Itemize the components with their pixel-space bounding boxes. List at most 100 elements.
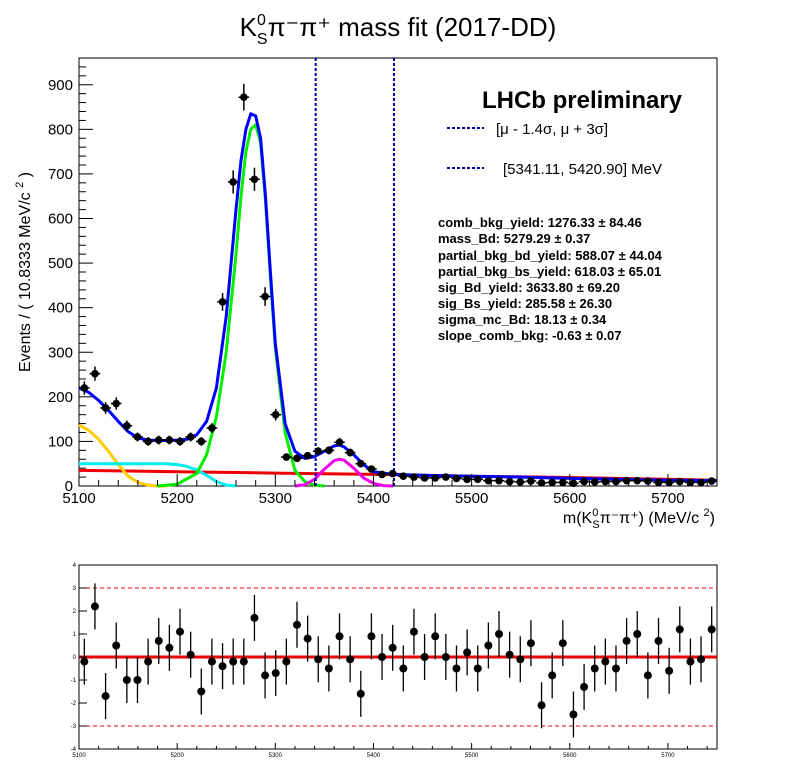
title-k: K (240, 12, 258, 42)
param-comb-bkg-yield: comb_bkg_yield: 1276.33 ± 84.46 (438, 215, 642, 230)
param-partial-bkg-bs-yield: partial_bkg_bs_yield: 618.03 ± 65.01 (438, 264, 661, 279)
data-point (674, 477, 686, 486)
pull-point (378, 634, 387, 680)
pull-point (473, 645, 482, 692)
fit-y-tick-label: 300 (48, 344, 73, 361)
fit-x-axis-label: m(K0 Sπ⁻π⁺) (MeV/c 2) (563, 507, 715, 531)
pull-point (144, 638, 153, 685)
data-point (685, 478, 696, 487)
fit-x-axis-label-sub: S (592, 519, 599, 531)
title-rest: π⁻π⁺ mass fit (2017-DD) (268, 12, 557, 42)
data-point (706, 477, 717, 485)
pull-point (675, 606, 684, 653)
data-point (408, 473, 420, 481)
pull-point (643, 652, 652, 699)
fit-y-axis-label: Events / ( 10.8333 MeV/c 2 ) (14, 172, 34, 372)
fit-y-tick-label: 400 (48, 300, 73, 317)
param-slope-comb-bkg: slope_comb_bkg: -0.63 ± 0.07 (438, 328, 621, 343)
data-point (514, 478, 526, 486)
data-point (695, 478, 707, 487)
fit-x-tick-label: 5300 (259, 490, 292, 507)
pull-point (686, 638, 695, 685)
data-point (355, 459, 367, 468)
pull-point (165, 624, 174, 671)
pull-point (101, 673, 110, 720)
pull-y-tick-label: -4 (71, 747, 77, 753)
data-point (323, 446, 335, 455)
pull-y-tick-label: -3 (71, 724, 77, 730)
pull-y-tick-label: 3 (73, 586, 77, 592)
fit-y-axis-label-main: Events / ( 10.8333 MeV/c (17, 188, 34, 372)
fit-x-tick-label: 5500 (455, 490, 488, 507)
pull-point (324, 645, 333, 692)
data-point (589, 478, 601, 486)
data-point (504, 477, 515, 486)
data-point (366, 465, 377, 473)
pull-x-tick-label: 5500 (465, 753, 479, 759)
title-sub: S (257, 31, 268, 48)
pull-point (154, 617, 163, 664)
pull-point (399, 645, 408, 692)
data-point (153, 435, 165, 445)
pull-y-tick-label: 1 (73, 632, 77, 638)
data-point (270, 408, 282, 421)
fit-y-tick-label: 800 (48, 121, 73, 138)
data-point (344, 448, 356, 457)
data-point (631, 476, 643, 485)
fit-x-axis-label-mid: π⁻π⁺) (MeV/c (600, 510, 704, 527)
data-point (249, 167, 260, 191)
pull-point (303, 615, 312, 662)
fit-x-axis-label-sup: 0 (592, 507, 598, 519)
pull-axes: 5100 5200 5300 5400 5500 5600 5700 -4 -3 -2 -1 0 1 2 3… (71, 563, 708, 759)
data-point (142, 436, 154, 446)
data-point (578, 477, 590, 486)
fit-parameters-box: comb_bkg_yield: 1276.33 ± 84.46 mass_Bd:… (438, 215, 663, 343)
pull-point (463, 629, 472, 676)
pull-point (133, 657, 142, 703)
pull-x-tick-label: 5400 (367, 753, 381, 759)
data-point (376, 470, 388, 479)
pull-point (112, 622, 121, 669)
fit-x-tick-label: 5200 (160, 490, 193, 507)
data-point (100, 402, 111, 414)
pull-point (580, 663, 589, 710)
fit-y-tick-label: 700 (48, 166, 73, 183)
pull-point (622, 617, 631, 664)
pull-point (505, 631, 514, 678)
curve-sig-bs (294, 457, 394, 488)
pull-point (388, 624, 397, 671)
pull-point (665, 647, 674, 694)
fit-y-tick-label: 900 (48, 77, 73, 94)
data-point (461, 475, 473, 484)
fit-x-tick-label: 5600 (553, 490, 586, 507)
pull-point (590, 645, 599, 692)
pull-point (516, 636, 525, 683)
pull-point (611, 645, 620, 692)
pull-point (558, 620, 567, 667)
title-sup: 0 (257, 12, 266, 29)
pull-point (526, 620, 535, 667)
pull-point (654, 617, 663, 664)
fit-y-tick-label: 500 (48, 255, 73, 272)
pull-point (431, 613, 440, 660)
data-point (164, 435, 175, 445)
pull-y-tick-label: 2 (73, 609, 77, 615)
data-point (174, 436, 186, 446)
data-point (312, 447, 324, 456)
experiment-label: LHCb preliminary (482, 87, 683, 114)
param-mass-bd: mass_Bd: 5279.29 ± 0.37 (438, 231, 590, 246)
param-sig-bd-yield: sig_Bd_yield: 3633.80 ± 69.20 (438, 280, 620, 295)
fit-y-axis-label-post: ) (17, 172, 34, 182)
pull-point (176, 608, 185, 655)
data-point (281, 453, 292, 461)
fit-axes: 5100 5200 5300 5400 5500 5600 5700 0 100 200 300 40… (48, 66, 708, 507)
pull-point (197, 668, 206, 715)
pull-point (229, 638, 238, 685)
fit-x-tick-label: 5400 (357, 490, 390, 507)
pull-point (314, 636, 323, 683)
pull-point (250, 594, 259, 641)
pull-point (239, 638, 248, 685)
param-partial-bkg-bd-yield: partial_bkg_bd_yield: 588.07 ± 44.04 (438, 248, 663, 263)
chart-title: K0 Sπ⁻π⁺ mass fit (2017-DD) (240, 12, 557, 48)
pull-point (569, 691, 578, 738)
